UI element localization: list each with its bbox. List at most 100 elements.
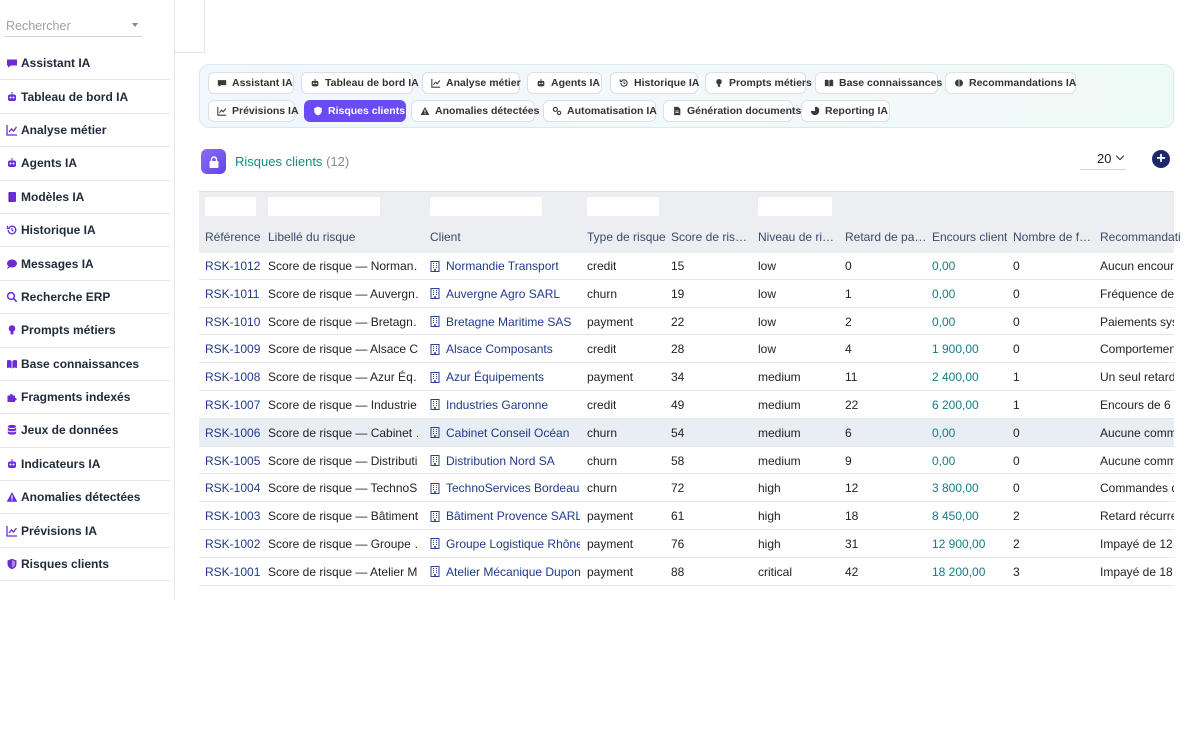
search-placeholder: Rechercher bbox=[6, 19, 71, 33]
column-header[interactable]: Type de risque bbox=[587, 230, 666, 244]
client-cell[interactable]: Groupe Logistique Rhône bbox=[430, 537, 580, 551]
sidebar-item-fragments-indexes[interactable]: Fragments indexés bbox=[0, 381, 170, 415]
sidebar-item-recherche-erp[interactable]: Recherche ERP bbox=[0, 281, 170, 315]
client-cell[interactable]: Industries Garonne bbox=[430, 398, 548, 412]
table-row[interactable]: RSK-1004 Score de risque — TechnoS… Techno… bbox=[199, 474, 1174, 503]
tab-historique-ia[interactable]: Historique IA bbox=[610, 72, 699, 94]
client-cell[interactable]: Bretagne Maritime SAS bbox=[430, 315, 571, 329]
table-row[interactable]: RSK-1009 Score de risque — Alsace C… Alsac… bbox=[199, 335, 1174, 364]
column-filter-input[interactable] bbox=[587, 197, 659, 216]
cell-ref[interactable]: RSK-1001 bbox=[205, 564, 261, 579]
cell-delay: 0 bbox=[845, 259, 852, 273]
tab-anomalies-detectees[interactable]: Anomalies détectées bbox=[411, 100, 539, 122]
cell-ref[interactable]: RSK-1008 bbox=[205, 370, 261, 385]
table-row[interactable]: RSK-1010 Score de risque — Bretagn… Bretag… bbox=[199, 308, 1174, 336]
table-row[interactable]: RSK-1002 Score de risque — Groupe … Groupe… bbox=[199, 530, 1174, 558]
cell-type: churn bbox=[587, 425, 618, 440]
cell-ref[interactable]: RSK-1005 bbox=[205, 453, 261, 468]
table-row[interactable]: RSK-1001 Score de risque — Atelier M… Atel… bbox=[199, 558, 1174, 586]
column-header[interactable]: Libellé du risque bbox=[268, 230, 356, 244]
column-header[interactable]: Retard de pa… bbox=[845, 230, 927, 244]
sidebar-item-jeux-de-donnees[interactable]: Jeux de données bbox=[0, 414, 170, 448]
table-row[interactable]: RSK-1011 Score de risque — Auvergn… Auverg… bbox=[199, 280, 1174, 308]
record-count: (12) bbox=[326, 154, 350, 169]
search-input[interactable]: Rechercher bbox=[4, 14, 142, 37]
sidebar-item-historique-ia[interactable]: Historique IA bbox=[0, 214, 170, 248]
tab-label: Analyse métier bbox=[446, 77, 521, 89]
sidebar-item-messages-ia[interactable]: Messages IA bbox=[0, 247, 170, 281]
sidebar-item-agents-ia[interactable]: Agents IA bbox=[0, 147, 170, 181]
sidebar-item-tableau-de-bord-ia[interactable]: Tableau de bord IA bbox=[0, 80, 170, 114]
column-header[interactable]: Encours client bbox=[932, 230, 1008, 244]
cell-delay: 1 bbox=[845, 286, 852, 301]
column-filter-input[interactable] bbox=[205, 197, 256, 216]
cell-ref[interactable]: RSK-1006 bbox=[205, 425, 261, 440]
cell-score: 19 bbox=[671, 286, 685, 301]
client-cell[interactable]: Distribution Nord SA bbox=[430, 454, 555, 468]
table-row[interactable]: RSK-1008 Score de risque — Azur Éq… Azur É… bbox=[199, 363, 1174, 391]
cell-count: 0 bbox=[1013, 286, 1020, 301]
tab-previsions-ia[interactable]: Prévisions IA bbox=[208, 100, 299, 122]
sidebar-item-base-connaissances[interactable]: Base connaissances bbox=[0, 348, 170, 381]
column-header[interactable]: Recommandati… bbox=[1100, 230, 1180, 244]
client-cell[interactable]: Alsace Composants bbox=[430, 342, 553, 356]
column-header[interactable]: Client bbox=[430, 230, 461, 244]
cell-ref[interactable]: RSK-1011 bbox=[205, 286, 260, 301]
sidebar-item-analyse-metier[interactable]: Analyse métier bbox=[0, 114, 170, 148]
add-button[interactable]: + bbox=[1152, 150, 1170, 168]
client-cell[interactable]: Normandie Transport bbox=[430, 259, 559, 273]
cell-ref[interactable]: RSK-1007 bbox=[205, 397, 261, 412]
column-header[interactable]: Score de ris… bbox=[671, 230, 748, 244]
sidebar-item-prompts-metiers[interactable]: Prompts métiers bbox=[0, 314, 170, 348]
client-cell[interactable]: TechnoServices Bordeaux bbox=[430, 481, 580, 495]
table-row[interactable]: RSK-1007 Score de risque — Industrie… Indu… bbox=[199, 391, 1174, 419]
sidebar-item-modeles-ia[interactable]: Modèles IA bbox=[0, 181, 170, 214]
column-filter-input[interactable] bbox=[268, 197, 380, 216]
cell-ref[interactable]: RSK-1009 bbox=[205, 342, 261, 357]
table-row[interactable]: RSK-1006 Score de risque — Cabinet … Cabin… bbox=[199, 418, 1174, 447]
tab-agents-ia[interactable]: Agents IA bbox=[527, 72, 602, 94]
chevron-down-icon[interactable] bbox=[132, 23, 138, 27]
column-header[interactable]: Référence bbox=[205, 230, 261, 244]
sidebar-item-anomalies-detectees[interactable]: Anomalies détectées bbox=[0, 481, 170, 515]
client-cell[interactable]: Atelier Mécanique Dupont bbox=[430, 565, 580, 579]
tab-reporting-ia[interactable]: Reporting IA bbox=[801, 100, 890, 122]
tab-generation-documents[interactable]: Génération documents bbox=[663, 100, 801, 122]
tab-label: Tableau de bord IA bbox=[325, 77, 419, 89]
tab-recommandations-ia[interactable]: Recommandations IA bbox=[945, 72, 1076, 94]
tab-risques-clients[interactable]: Risques clients bbox=[304, 100, 406, 122]
cell-ref[interactable]: RSK-1003 bbox=[205, 509, 261, 524]
shield-icon bbox=[313, 106, 323, 116]
column-filter-input[interactable] bbox=[430, 197, 542, 216]
sidebar-item-risques-clients[interactable]: Risques clients bbox=[0, 548, 170, 582]
cell-type: payment bbox=[587, 370, 634, 385]
sidebar-item-indicateurs-ia[interactable]: Indicateurs IA bbox=[0, 448, 170, 482]
cell-ref[interactable]: RSK-1010 bbox=[205, 314, 261, 329]
cell-label: Score de risque — Industrie… bbox=[268, 397, 418, 412]
column-header[interactable]: Nombre de f… bbox=[1013, 230, 1092, 244]
client-cell[interactable]: Auvergne Agro SARL bbox=[430, 287, 560, 301]
tab-analyse-metier[interactable]: Analyse métier bbox=[422, 72, 521, 94]
sidebar-item-assistant-ia[interactable]: Assistant IA bbox=[0, 47, 170, 81]
tab-automatisation-ia[interactable]: Automatisation IA bbox=[543, 100, 657, 122]
sidebar-item-previsions-ia[interactable]: Prévisions IA bbox=[0, 514, 170, 548]
sidebar-item-label: Analyse métier bbox=[21, 122, 107, 137]
client-cell[interactable]: Bâtiment Provence SARL bbox=[430, 509, 580, 523]
cell-ref[interactable]: RSK-1012 bbox=[205, 259, 261, 273]
tab-base-connaissances[interactable]: Base connaissances bbox=[815, 72, 942, 94]
cell-ref[interactable]: RSK-1004 bbox=[205, 481, 261, 496]
table-row[interactable]: RSK-1012 Score de risque — Norman… Normand… bbox=[199, 252, 1174, 280]
table-row[interactable]: RSK-1003 Score de risque — Bâtiment… Bâtim… bbox=[199, 502, 1174, 530]
tab-tableau-de-bord-ia[interactable]: Tableau de bord IA bbox=[301, 72, 419, 94]
sidebar-item-label: Prévisions IA bbox=[21, 523, 98, 538]
column-header[interactable]: Niveau de ri… bbox=[758, 230, 835, 244]
cell-ref[interactable]: RSK-1002 bbox=[205, 536, 261, 551]
table-row[interactable]: RSK-1005 Score de risque — Distributi… Dis… bbox=[199, 447, 1174, 475]
cell-score: 28 bbox=[671, 342, 685, 357]
client-cell[interactable]: Cabinet Conseil Océan bbox=[430, 426, 569, 440]
client-cell[interactable]: Azur Équipements bbox=[430, 370, 544, 384]
column-filter-input[interactable] bbox=[758, 197, 832, 216]
page-size-select[interactable]: 20 bbox=[1080, 150, 1126, 170]
tab-assistant-ia[interactable]: Assistant IA bbox=[208, 72, 294, 94]
tab-prompts-metiers[interactable]: Prompts métiers bbox=[705, 72, 812, 94]
